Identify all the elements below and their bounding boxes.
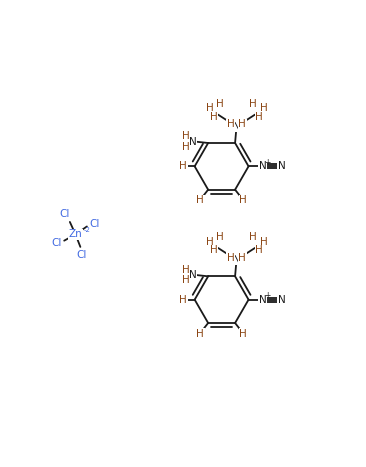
Text: H: H — [249, 99, 257, 109]
Text: H: H — [227, 253, 235, 262]
Text: Cl: Cl — [60, 209, 70, 219]
Text: H: H — [255, 112, 263, 122]
Text: N: N — [233, 255, 240, 265]
Text: H: H — [210, 245, 218, 255]
Text: H: H — [206, 103, 213, 113]
Text: H: H — [179, 295, 187, 304]
Text: H: H — [210, 112, 218, 122]
Text: H: H — [239, 196, 247, 205]
Text: H: H — [239, 329, 247, 339]
Text: N: N — [188, 136, 197, 147]
Text: N: N — [188, 270, 197, 280]
Text: H: H — [196, 329, 204, 339]
Text: N: N — [278, 295, 285, 304]
Text: H: H — [216, 232, 224, 242]
Text: H: H — [179, 161, 187, 171]
Text: N: N — [233, 121, 240, 132]
Text: H: H — [238, 253, 246, 262]
Text: -2: -2 — [84, 227, 91, 233]
Text: H: H — [255, 245, 263, 255]
Text: N: N — [278, 161, 285, 171]
Text: +: + — [264, 291, 270, 300]
Text: N: N — [259, 295, 266, 304]
Text: +: + — [264, 158, 270, 167]
Text: H: H — [238, 119, 246, 129]
Text: H: H — [182, 265, 190, 275]
Text: Cl: Cl — [51, 239, 61, 248]
Text: H: H — [206, 237, 213, 247]
Text: N: N — [259, 161, 266, 171]
Text: H: H — [216, 99, 224, 109]
Text: H: H — [259, 103, 267, 113]
Text: H: H — [196, 196, 204, 205]
Text: H: H — [227, 119, 235, 129]
Text: H: H — [182, 275, 190, 285]
Text: H: H — [249, 232, 257, 242]
Text: H: H — [182, 142, 190, 152]
Text: H: H — [182, 132, 190, 142]
Text: Cl: Cl — [76, 250, 87, 260]
Text: H: H — [259, 237, 267, 247]
Text: Zn: Zn — [69, 229, 82, 240]
Text: Cl: Cl — [90, 219, 100, 229]
